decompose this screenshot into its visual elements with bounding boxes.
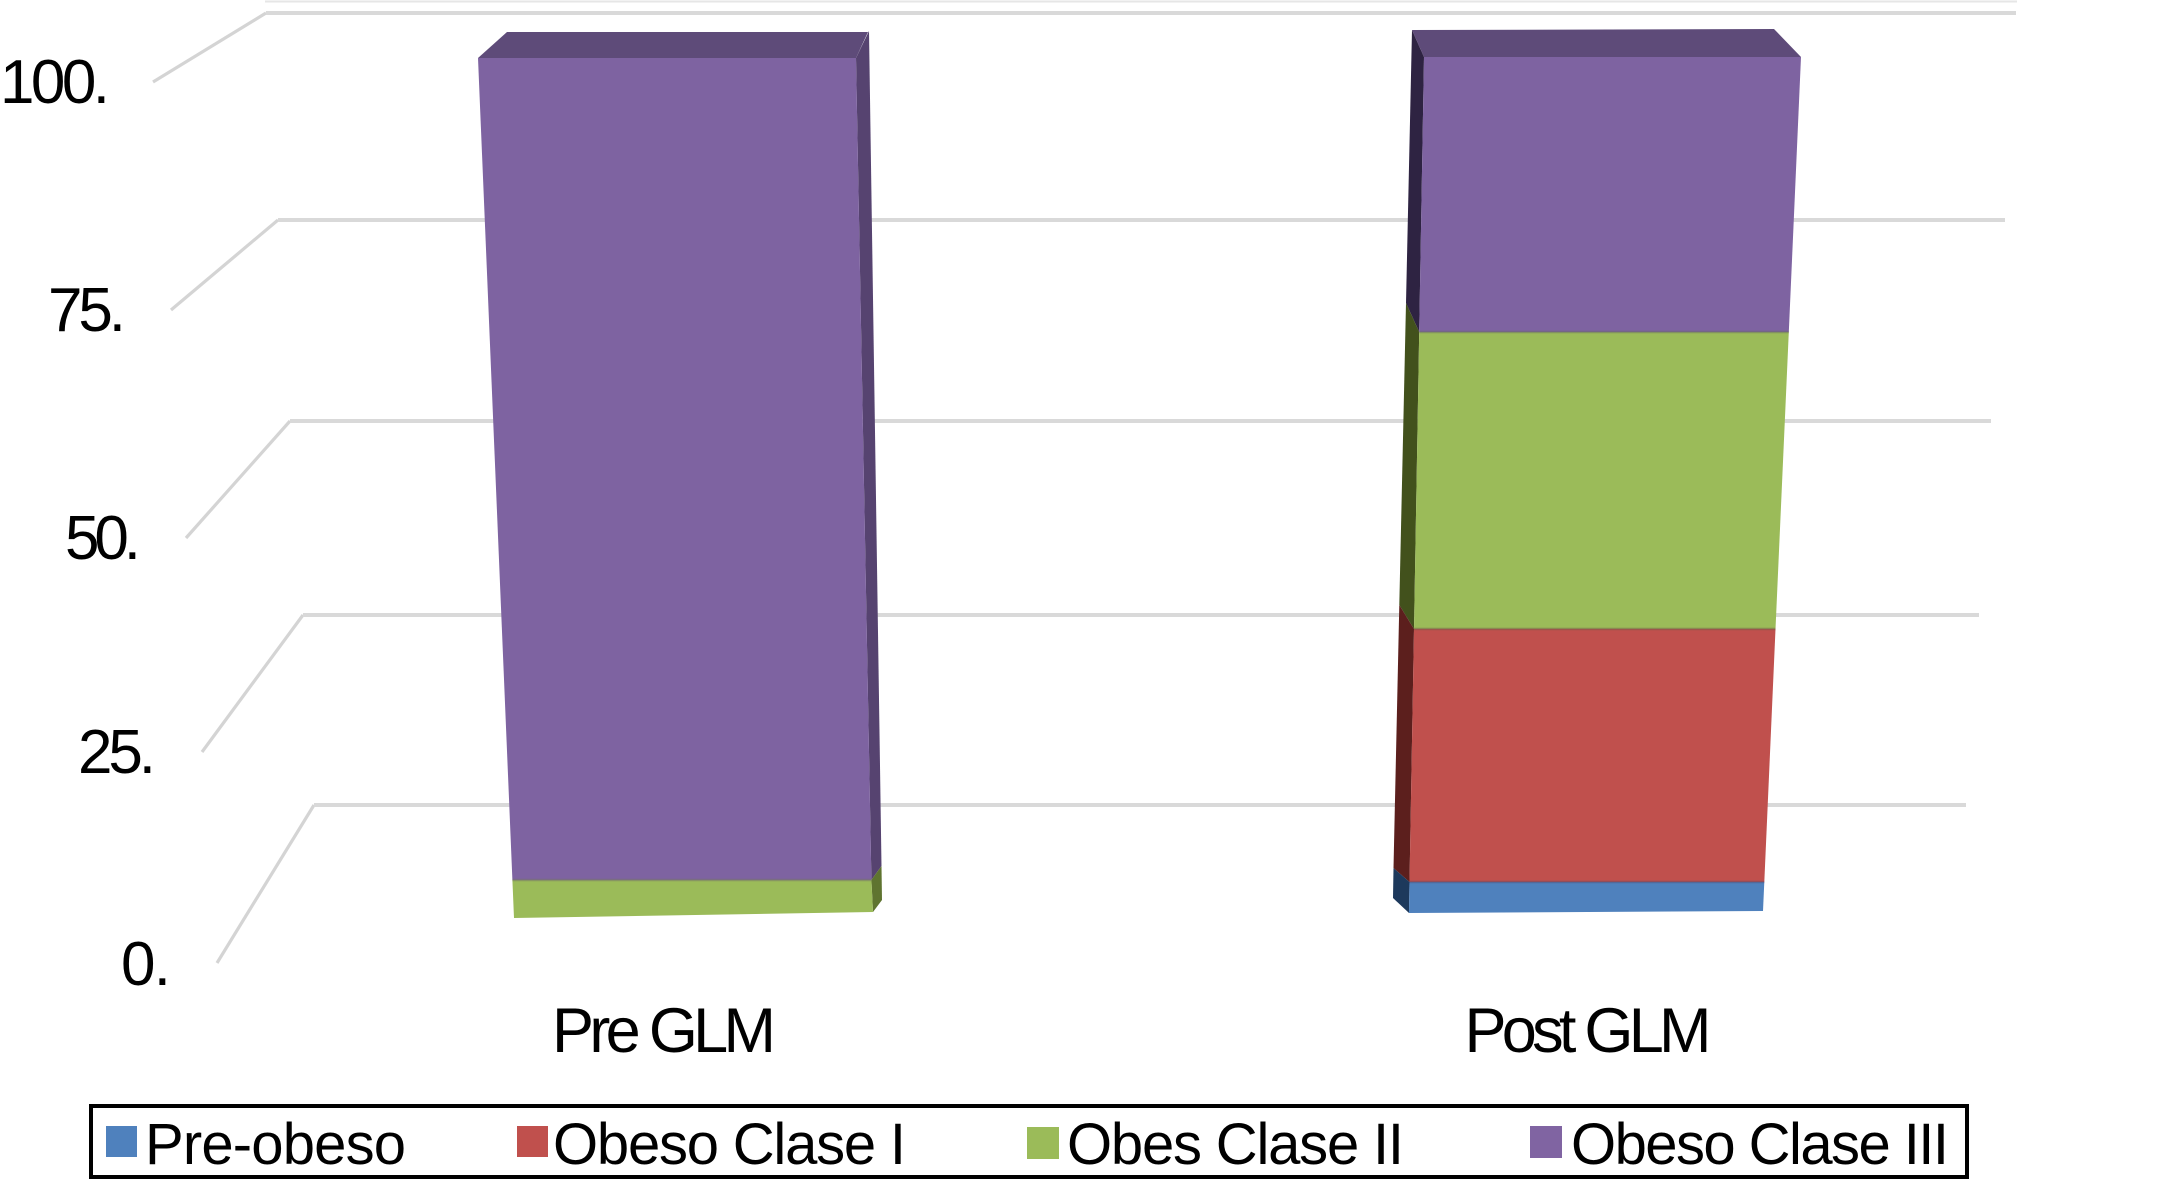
svg-text:75.: 75. — [48, 276, 126, 345]
svg-text:Pre-obeso: Pre-obeso — [145, 1112, 406, 1177]
svg-text:Obeso Clase III: Obeso Clase III — [1571, 1112, 1949, 1177]
svg-text:0.: 0. — [121, 930, 171, 999]
svg-text:100.: 100. — [0, 48, 110, 117]
svg-text:Post GLM: Post GLM — [1465, 996, 1712, 1066]
svg-text:Obes Clase II: Obes Clase II — [1067, 1112, 1404, 1177]
svg-text:Obeso Clase I: Obeso Clase I — [553, 1112, 906, 1177]
svg-text:50.: 50. — [65, 504, 141, 573]
svg-text:25.: 25. — [78, 718, 156, 787]
svg-text:Pre GLM: Pre GLM — [552, 996, 776, 1066]
